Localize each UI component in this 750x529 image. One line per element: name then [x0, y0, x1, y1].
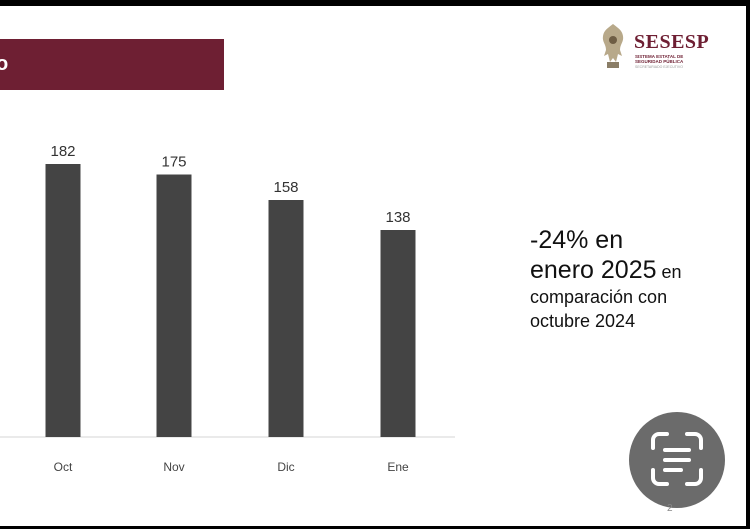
banner-text: o [0, 53, 9, 75]
slide: o SESESP SISTEMA ESTATAL DE SEGURIDAD PÚ… [0, 6, 746, 526]
bar-ene [380, 230, 416, 437]
logo-name: SESESP [634, 31, 710, 53]
note-line-2-suffix: en [656, 262, 682, 282]
text-scan-button[interactable] [629, 412, 725, 508]
coat-of-arms-icon [602, 24, 624, 68]
tick-label-dic: Dic [277, 460, 294, 474]
bar-dic [268, 200, 304, 437]
data-label-oct: 182 [50, 143, 75, 160]
note-line-2: enero 2025 [530, 256, 657, 284]
logo-subtitle-line-2: SEGURIDAD PÚBLICA [635, 59, 684, 64]
note-line-4: octubre 2024 [530, 311, 636, 331]
logo-subtitle: SISTEMA ESTATAL DE SEGURIDAD PÚBLICA [635, 54, 715, 64]
bar-nov [156, 174, 192, 437]
data-label-dic: 158 [273, 179, 298, 196]
tick-label-ene: Ene [387, 460, 409, 474]
logo-subtitle-line-3: SECRETARIADO EJECUTIVO [635, 65, 683, 69]
tick-label-oct: Oct [54, 460, 73, 474]
text-scan-icon [651, 432, 703, 486]
tick-label-nov: Nov [163, 460, 184, 474]
title-banner: o [0, 39, 224, 90]
comparison-note: -24% en enero 2025 en comparación con oc… [530, 224, 682, 333]
data-label-nov: 175 [161, 154, 186, 171]
page-number: 2 [667, 503, 673, 514]
logo-subtitle-line-1: SISTEMA ESTATAL DE [635, 54, 684, 59]
bar-oct [45, 164, 81, 437]
note-line-3: comparación con [530, 287, 668, 307]
note-line-1: -24% en [530, 226, 624, 254]
sesesp-logo: SESESP SISTEMA ESTATAL DE SEGURIDAD PÚBL… [598, 18, 718, 74]
data-label-ene: 138 [385, 209, 410, 226]
bar-chart: 182 Oct 175 Nov 158 Dic 138 Ene [0, 143, 455, 474]
